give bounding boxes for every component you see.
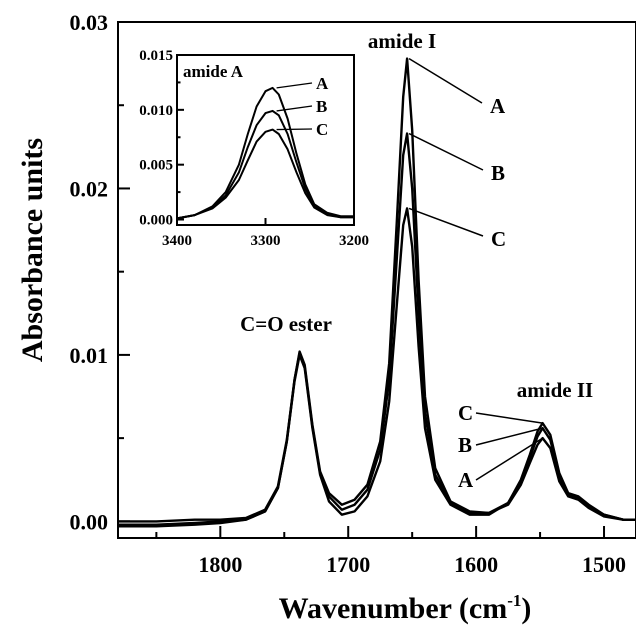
callout-line-amide-ii-C xyxy=(475,412,543,424)
series-line-C xyxy=(118,207,636,528)
annotation-ester: C=O ester xyxy=(240,312,332,336)
callout-line-amide-ii-B xyxy=(475,427,543,446)
x-tick-label: 1800 xyxy=(198,552,242,577)
main-series-group xyxy=(118,57,636,528)
callout-line-amide-i-B xyxy=(408,132,484,171)
inset-callout-line-B xyxy=(276,105,313,112)
x-tick-label: 3300 xyxy=(251,233,281,249)
callout-label-amide-ii-C: C xyxy=(458,401,473,425)
x-axis-label: Wavenumber (cm-1) xyxy=(279,591,532,625)
callout-line-amide-ii-A xyxy=(475,437,544,481)
callout-label-amide-ii-A: A xyxy=(458,468,474,492)
series-line-C xyxy=(176,128,354,220)
main-plot-frame xyxy=(117,21,636,539)
x-tick-label: 3200 xyxy=(339,233,369,249)
x-tick-label: 1500 xyxy=(582,552,626,577)
y-tick-label: 0.03 xyxy=(70,10,109,35)
callout-line-amide-i-A xyxy=(408,57,483,104)
y-tick-label: 0.005 xyxy=(139,158,173,174)
callout-label-amide-i-A: A xyxy=(490,94,506,118)
y-tick-label: 0.01 xyxy=(70,343,109,368)
x-tick-label: 3400 xyxy=(162,233,192,249)
y-tick-label: 0.000 xyxy=(139,213,173,229)
x-tick-label: 1700 xyxy=(326,552,370,577)
inset-callout-label-B: B xyxy=(316,97,327,116)
inset-callouts: ABC xyxy=(276,74,329,139)
main-axis-ticks: 1800 1700 1600 1500 0.00 0.01 0.02 0.03 xyxy=(70,10,627,577)
callout-label-amide-i-B: B xyxy=(491,161,505,185)
inset-callout-label-A: A xyxy=(316,74,329,93)
x-tick-label: 1600 xyxy=(454,552,498,577)
callout-label-amide-i-C: C xyxy=(491,227,506,251)
annotation-amide-i: amide I xyxy=(368,29,436,53)
inset-callout-label-C: C xyxy=(316,120,328,139)
inset-axis-ticks: 3400 3300 3200 0.000 0.005 0.010 0.015 xyxy=(139,48,369,249)
inset-callout-line-C xyxy=(276,128,313,131)
annotation-amide-ii: amide II xyxy=(517,378,593,402)
x-axis-label-close: ) xyxy=(521,592,531,625)
y-tick-label: 0.010 xyxy=(139,103,173,119)
y-axis-label: Absorbance units xyxy=(16,138,49,362)
y-tick-label: 0.00 xyxy=(70,509,109,534)
y-tick-label: 0.015 xyxy=(139,48,173,64)
inset-frame xyxy=(176,54,355,226)
callout-label-amide-ii-B: B xyxy=(458,433,472,457)
callout-line-amide-i-C xyxy=(408,207,484,237)
inset-series-group xyxy=(176,86,354,220)
y-tick-label: 0.02 xyxy=(70,176,109,201)
series-line-A xyxy=(176,86,354,220)
inset-title: amide A xyxy=(183,62,244,81)
x-axis-label-main: Wavenumber (cm xyxy=(279,592,508,625)
x-axis-label-superscript: -1 xyxy=(507,591,521,610)
inset-callout-line-A xyxy=(276,82,313,89)
